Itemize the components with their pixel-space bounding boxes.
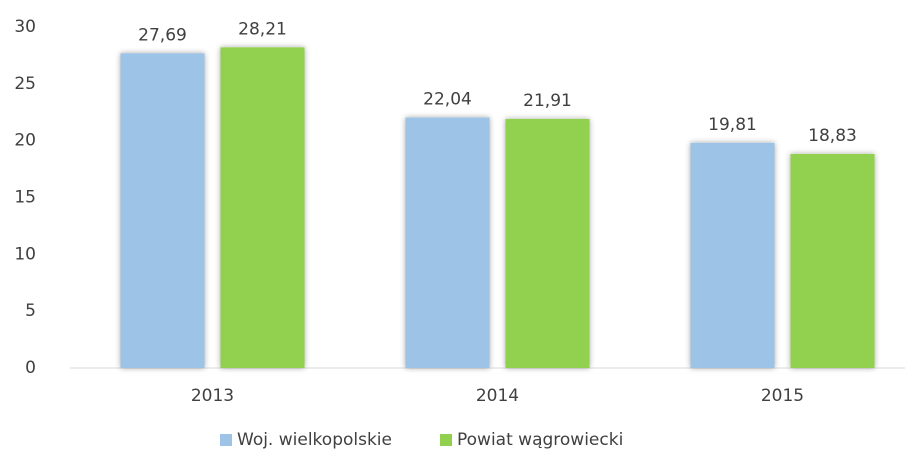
value-label: 21,91 [523,91,572,111]
x-tick-label: 2014 [476,386,519,406]
y-tick-label: 15 [14,188,36,208]
bar [220,47,305,368]
value-label: 18,83 [808,126,857,146]
bar [505,118,590,369]
value-label: 19,81 [708,115,757,135]
bar [690,142,775,368]
y-tick-label: 25 [14,74,36,94]
value-label: 28,21 [238,19,287,39]
value-label: 27,69 [138,25,187,45]
y-tick-label: 0 [25,358,36,378]
bar [120,53,205,369]
legend-swatch [440,434,452,446]
y-tick-label: 30 [14,17,36,37]
value-label: 22,04 [423,89,472,109]
bar [790,153,875,368]
bar [405,117,490,368]
legend-label: Woj. wielkopolskie [237,430,392,450]
y-tick-label: 10 [14,244,36,264]
legend-label: Powiat wągrowiecki [457,430,623,450]
x-tick-label: 2015 [761,386,804,406]
legend-swatch [220,434,232,446]
y-tick-label: 5 [25,301,36,321]
x-tick-label: 2013 [191,386,234,406]
y-tick-label: 20 [14,131,36,151]
